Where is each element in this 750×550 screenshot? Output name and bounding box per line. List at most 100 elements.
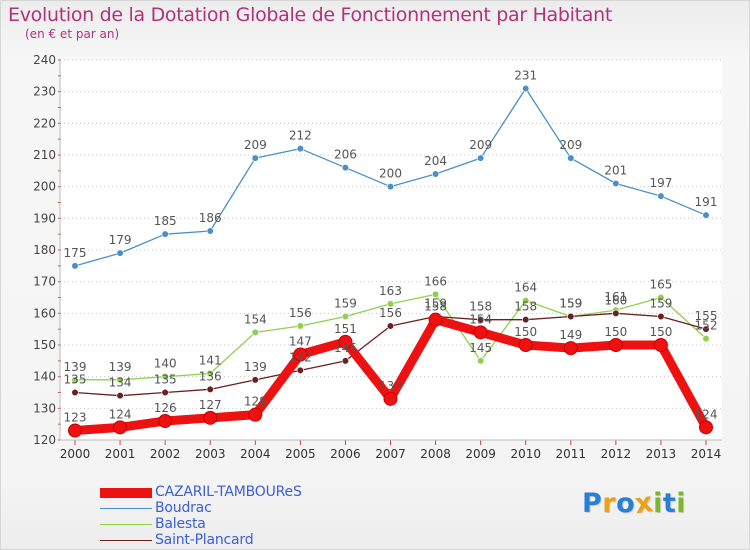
data-point	[296, 366, 304, 374]
data-point	[248, 407, 263, 422]
data-label: 141	[199, 354, 222, 368]
data-label: 155	[695, 309, 718, 323]
y-tick-label: 220	[33, 116, 56, 130]
data-label: 159	[559, 297, 582, 311]
data-label: 139	[109, 360, 132, 374]
y-tick-label: 160	[33, 306, 56, 320]
data-point	[477, 316, 485, 324]
data-point	[206, 227, 214, 235]
data-point	[116, 249, 124, 257]
data-label: 166	[424, 274, 447, 288]
data-label: 152	[695, 319, 718, 333]
data-point	[251, 376, 259, 384]
data-point	[702, 325, 710, 333]
data-label: 179	[109, 233, 132, 247]
proxiti-logo: Proxiti	[582, 487, 687, 520]
data-label: 123	[64, 411, 87, 425]
data-point	[161, 230, 169, 238]
data-label: 158	[514, 300, 537, 314]
data-point	[386, 300, 395, 308]
data-point	[341, 164, 350, 172]
data-point	[203, 410, 218, 425]
data-label: 212	[289, 129, 312, 143]
data-label: 156	[379, 306, 402, 320]
x-tick-label: 2014	[691, 447, 722, 461]
data-label: 186	[199, 211, 222, 225]
data-point	[113, 420, 128, 435]
data-point	[296, 145, 304, 153]
x-tick-label: 2001	[105, 447, 136, 461]
legend-swatch-boudrac	[100, 508, 152, 509]
legend-swatch-saint-plancard	[100, 540, 152, 541]
data-point	[428, 312, 443, 327]
data-label: 147	[289, 335, 312, 349]
data-label: 140	[154, 357, 177, 371]
logo-letter: i	[676, 488, 687, 519]
data-label: 126	[154, 401, 177, 415]
data-point	[522, 297, 530, 305]
data-label: 197	[649, 176, 672, 190]
x-tick-label: 2003	[195, 447, 226, 461]
legend-label-cazaril: CAZARIL-TAMBOUReS	[155, 484, 302, 500]
y-tick-label: 150	[33, 338, 56, 352]
x-tick-label: 2011	[556, 447, 587, 461]
x-tick-label: 2002	[150, 447, 181, 461]
x-tick-label: 2013	[646, 447, 677, 461]
data-label: 206	[334, 148, 357, 162]
data-point	[251, 154, 259, 162]
data-label: 164	[514, 281, 537, 295]
data-label: 175	[64, 246, 87, 260]
data-label: 161	[604, 290, 627, 304]
data-point	[522, 316, 530, 324]
data-label: 209	[469, 138, 492, 152]
data-label: 150	[514, 325, 537, 339]
data-point	[71, 388, 79, 397]
legend-swatch-balesta	[100, 524, 152, 525]
data-label: 158	[424, 300, 447, 314]
data-point	[477, 154, 485, 162]
data-point	[567, 312, 575, 321]
logo-letter: P	[582, 488, 603, 519]
data-point	[206, 369, 214, 378]
data-point	[338, 334, 353, 349]
data-point	[657, 293, 665, 302]
y-tick-label: 210	[33, 148, 56, 162]
legend-label-saint-plancard: Saint-Plancard	[155, 532, 254, 548]
data-point	[116, 392, 124, 400]
data-label: 209	[244, 138, 267, 152]
data-label: 191	[695, 195, 718, 209]
y-tick-label: 170	[33, 275, 56, 289]
data-label: 128	[244, 395, 267, 409]
logo-letter: i	[653, 488, 663, 519]
data-label: 133	[379, 379, 402, 393]
data-point	[518, 338, 533, 352]
data-point	[612, 309, 620, 317]
data-label: 135	[64, 373, 87, 387]
data-point	[657, 192, 665, 200]
data-label: 139	[64, 360, 87, 374]
data-point	[431, 170, 440, 178]
data-point	[206, 385, 214, 393]
data-point	[612, 179, 620, 188]
data-label: 154	[244, 312, 267, 326]
data-point	[473, 325, 488, 340]
y-tick-label: 240	[33, 53, 56, 67]
data-point	[702, 335, 710, 343]
data-point	[341, 357, 350, 365]
data-point	[522, 84, 530, 93]
data-label: 159	[649, 297, 672, 311]
data-point	[71, 262, 79, 270]
data-label: 159	[424, 297, 447, 311]
data-label: 134	[109, 376, 132, 390]
data-label: 150	[649, 325, 672, 339]
data-label: 165	[649, 278, 672, 292]
data-label: 163	[379, 284, 402, 298]
data-label: 142	[289, 350, 312, 364]
data-label: 135	[154, 373, 177, 387]
data-point	[68, 423, 82, 438]
data-label: 231	[514, 69, 537, 83]
x-tick-label: 2000	[60, 447, 91, 461]
y-tick-label: 130	[33, 401, 56, 415]
x-tick-label: 2006	[330, 447, 361, 461]
data-point	[116, 376, 124, 384]
